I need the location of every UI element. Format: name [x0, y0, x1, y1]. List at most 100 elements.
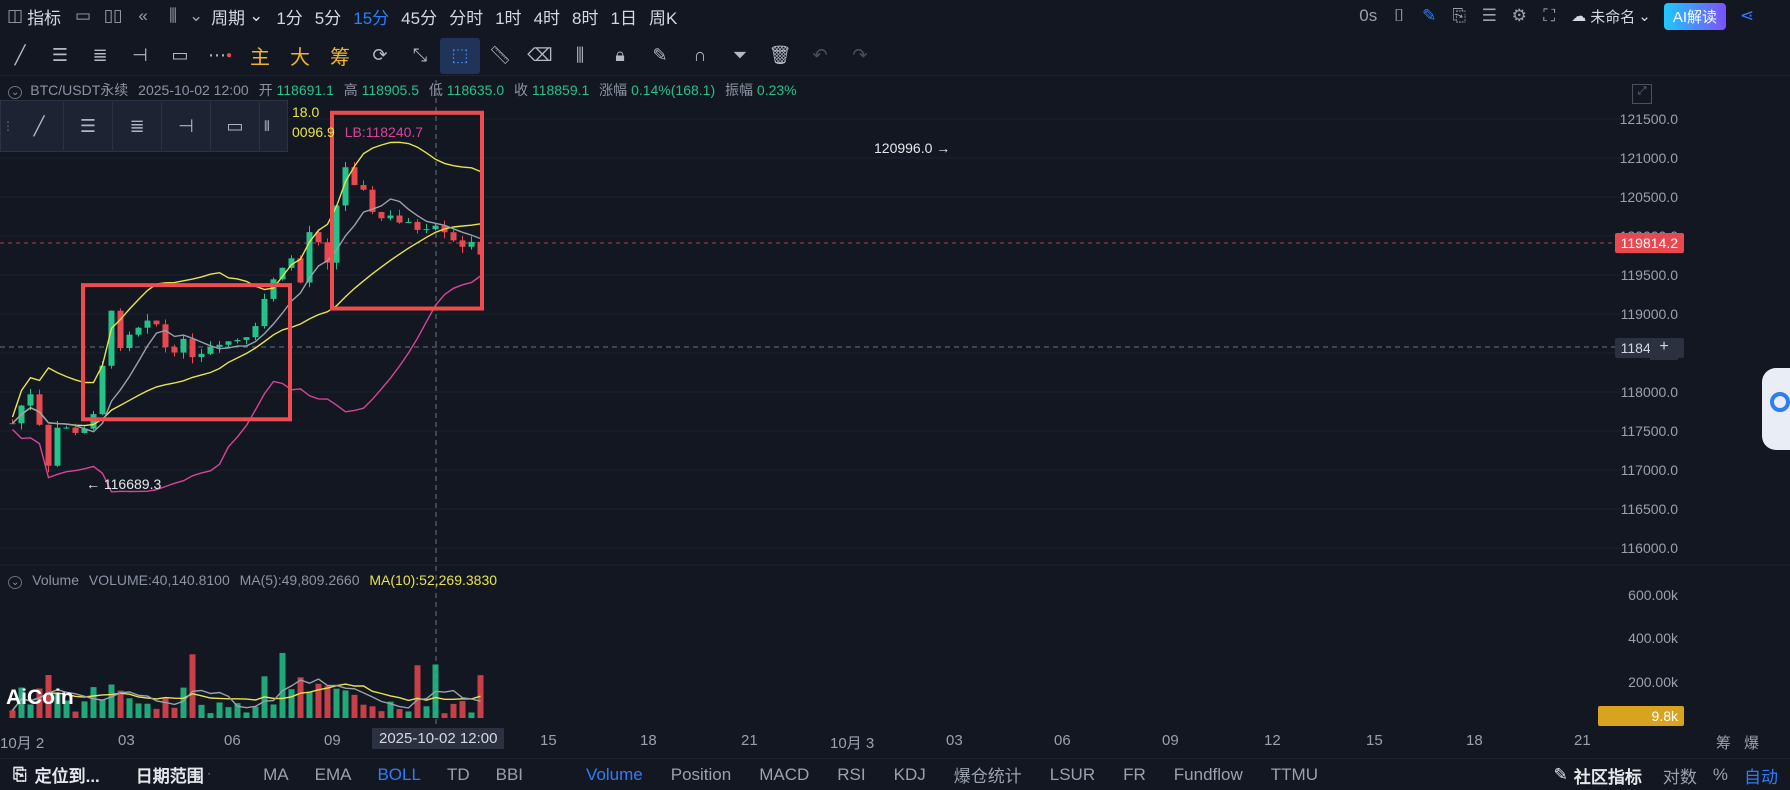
date-range-button[interactable]: 日期范围 ·	[123, 759, 224, 790]
redo-icon[interactable]: ↷	[852, 45, 868, 65]
bars-icon[interactable]: ⫼	[575, 45, 585, 65]
parallel-lines-icon[interactable]: ☰	[51, 45, 69, 65]
sub-indicator-4[interactable]: KDJ	[893, 764, 926, 784]
trend-line-icon[interactable]: ╱	[14, 45, 26, 65]
pen-icon[interactable]: ✎	[1422, 6, 1437, 25]
rotate-icon[interactable]: ⟳	[372, 45, 388, 65]
share-frame-icon[interactable]: ⎘	[1452, 6, 1467, 25]
chevron-down-icon[interactable]: ⌄	[188, 6, 204, 25]
undo-icon[interactable]: ↶	[812, 45, 828, 65]
main-indicator-boll[interactable]: BOLL	[377, 764, 421, 784]
price-chart[interactable]	[0, 0, 1790, 726]
sub-indicator-6[interactable]: LSUR	[1049, 764, 1096, 784]
main-force-button[interactable]: 主	[250, 47, 270, 69]
timeframe-1[interactable]: 5分	[314, 8, 342, 28]
main-indicator-bbi[interactable]: BBI	[495, 764, 524, 784]
share-icon[interactable]: ⋖	[1739, 6, 1755, 25]
horizontal-line-icon[interactable]: ⊣	[132, 45, 148, 65]
locate-button[interactable]: ⎘ 定位到...	[0, 759, 113, 790]
trend-line-icon[interactable]: ╱	[15, 102, 64, 150]
settings-icon[interactable]: ⚙	[1511, 6, 1527, 25]
ruler-icon[interactable]: 📏︎	[488, 45, 512, 65]
chip-button[interactable]: 筹	[330, 47, 350, 69]
candle-body	[54, 427, 61, 466]
time-tick: 06	[224, 732, 241, 749]
ai-interpret-button[interactable]: AI解读	[1663, 2, 1726, 30]
volume-bar	[441, 713, 448, 718]
lock-icon[interactable]: 🔒︎	[615, 45, 625, 65]
cursor-select-icon[interactable]: ⬚	[440, 37, 480, 74]
timeframe-5[interactable]: 1时	[495, 8, 522, 28]
large-order-button[interactable]: 大	[290, 47, 310, 69]
filter-icon[interactable]: ⏷	[732, 45, 748, 65]
candle-type-icon[interactable]: ⫼	[169, 6, 177, 25]
layout-icon[interactable]: ▯▯	[103, 6, 123, 25]
locate-icon: ⎘	[13, 764, 27, 784]
sub-indicator-3[interactable]: RSI	[837, 764, 866, 784]
more-tools-icon[interactable]: ⋯ ●	[207, 45, 233, 65]
candle-body	[81, 428, 88, 433]
expand-icon[interactable]: ⤢	[1632, 84, 1652, 104]
boll-upper-value: 0096.9	[292, 124, 335, 140]
candle-body	[261, 298, 268, 327]
log-scale-toggle[interactable]: 对数	[1662, 767, 1697, 787]
sub-indicator-7[interactable]: FR	[1123, 764, 1146, 784]
candle-body	[360, 185, 367, 190]
timeframe-4[interactable]: 分时	[449, 8, 484, 28]
rewind-icon[interactable]: «	[138, 6, 148, 25]
main-indicator-ma[interactable]: MA	[263, 764, 289, 784]
main-indicator-ema[interactable]: EMA	[314, 764, 352, 784]
timeframe-3[interactable]: 45分	[401, 8, 438, 28]
right-axis-burst[interactable]: 爆	[1744, 735, 1760, 752]
sub-indicator-1[interactable]: Position	[670, 764, 732, 784]
volume-bar	[45, 674, 52, 718]
sub-indicator-0[interactable]: Volume	[586, 764, 643, 784]
collapse-icon[interactable]: ⌄	[8, 86, 23, 99]
sub-indicator-9[interactable]: TTMU	[1270, 764, 1318, 784]
magnet-icon[interactable]: ∩	[693, 45, 707, 65]
camera-icon[interactable]: ⌷	[1394, 6, 1405, 25]
sub-indicator-8[interactable]: Fundflow	[1173, 764, 1243, 784]
volume-bar	[225, 707, 232, 718]
trash-icon[interactable]: 🗑︎	[768, 45, 792, 65]
rectangle-icon[interactable]: ▭	[171, 45, 189, 65]
note-icon[interactable]: ✎	[652, 45, 668, 65]
auto-scale-toggle[interactable]: 自动	[1744, 767, 1778, 787]
workspace-dropdown[interactable]: ☁ 未命名 ⌄	[1564, 0, 1658, 32]
community-indicators-button[interactable]: ✎ 社区指标	[1541, 759, 1655, 790]
parallel-lines-icon[interactable]: ☰	[64, 102, 113, 150]
candle-body	[297, 258, 304, 283]
volume-bar	[36, 688, 43, 718]
eraser-icon[interactable]: ⌫	[527, 45, 553, 65]
side-panel-handle[interactable]	[1762, 368, 1790, 450]
timeframe-2[interactable]: 15分	[353, 8, 390, 28]
timeframe-8[interactable]: 1日	[610, 8, 637, 28]
period-dropdown[interactable]: 周期 ⌄	[204, 0, 270, 32]
timeframe-9[interactable]: 周K	[648, 8, 678, 28]
sub-indicator-5[interactable]: 爆仓统计	[953, 767, 1022, 786]
right-axis-chip[interactable]: 筹	[1716, 735, 1732, 752]
crosshair-plus-icon[interactable]: +	[1650, 338, 1678, 360]
horizontal-line-icon[interactable]: ⊣	[162, 102, 211, 150]
more-icon[interactable]: ⫴	[264, 117, 270, 134]
rectangle-icon[interactable]: ▭	[211, 102, 260, 150]
candle-body	[153, 320, 160, 325]
drag-handle-icon[interactable]: ⋮	[2, 119, 14, 133]
indicator-button[interactable]: ◫ 指标	[0, 0, 68, 32]
volume-bar	[324, 686, 331, 718]
fullscreen-icon[interactable]: ⛶	[1543, 6, 1556, 25]
list-icon[interactable]: ☰	[1481, 6, 1497, 25]
timeframe-7[interactable]: 8时	[572, 8, 599, 28]
volume-bar	[216, 702, 223, 718]
sub-indicator-2[interactable]: MACD	[759, 764, 810, 784]
collapse-icon[interactable]: ⌄	[8, 576, 23, 589]
calendar-icon[interactable]: ▭	[75, 6, 92, 25]
timeframe-6[interactable]: 4时	[533, 8, 561, 28]
measure-tool-icon[interactable]: ⤡	[412, 45, 428, 65]
fib-lines-icon[interactable]: ≣	[113, 102, 162, 150]
fib-lines-icon[interactable]: ≣	[92, 45, 108, 65]
percent-toggle[interactable]: %	[1712, 765, 1728, 784]
timeframe-0[interactable]: 1分	[276, 8, 303, 28]
volume-bar	[270, 704, 277, 718]
main-indicator-td[interactable]: TD	[446, 764, 470, 784]
